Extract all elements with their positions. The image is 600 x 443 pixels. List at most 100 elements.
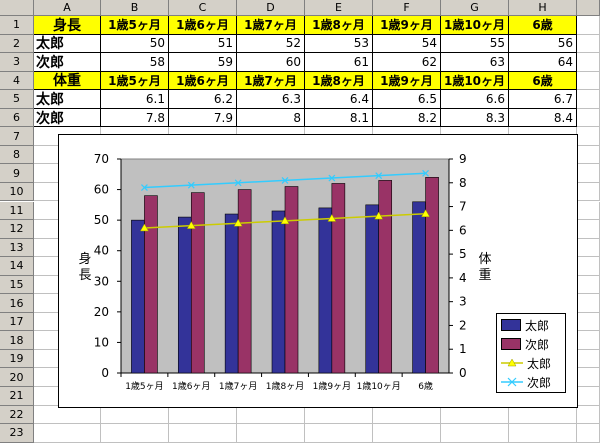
value-cell[interactable]: 53 (305, 34, 373, 54)
row-header-5[interactable]: 5 (0, 90, 34, 109)
value-cell[interactable]: 7.9 (169, 108, 237, 128)
row-header-3[interactable]: 3 (0, 53, 34, 72)
value-cell[interactable]: 59 (169, 53, 237, 72)
empty-cell[interactable] (577, 424, 600, 443)
column-header-a[interactable]: A (34, 0, 101, 16)
column-header-c[interactable]: C (169, 0, 237, 16)
value-cell[interactable]: 6.1 (101, 90, 169, 109)
value-cell[interactable]: 6.4 (305, 90, 373, 109)
empty-cell[interactable] (577, 349, 600, 369)
value-cell[interactable]: 54 (373, 34, 441, 54)
row-header-11[interactable]: 11 (0, 201, 34, 221)
row-header-21[interactable]: 21 (0, 387, 34, 406)
row-label-cell[interactable]: 太郎 (34, 34, 101, 54)
value-cell[interactable]: 8.4 (509, 108, 577, 128)
empty-cell[interactable] (373, 424, 441, 443)
column-header-e[interactable]: E (305, 0, 373, 16)
row-header-8[interactable]: 8 (0, 145, 34, 165)
value-cell[interactable]: 50 (101, 34, 169, 54)
column-header-b[interactable]: B (101, 0, 169, 16)
value-cell[interactable]: 6.7 (509, 90, 577, 109)
empty-cell[interactable] (101, 405, 169, 425)
value-cell[interactable]: 56 (509, 34, 577, 54)
table-header-cell-title[interactable]: 体重 (34, 71, 101, 91)
empty-cell[interactable] (577, 108, 600, 128)
row-header-19[interactable]: 19 (0, 349, 34, 369)
empty-cell[interactable] (169, 424, 237, 443)
value-cell[interactable]: 51 (169, 34, 237, 54)
empty-cell[interactable] (577, 34, 600, 54)
empty-cell[interactable] (577, 53, 600, 72)
empty-cell[interactable] (101, 424, 169, 443)
row-header-23[interactable]: 23 (0, 424, 34, 443)
empty-cell[interactable] (577, 368, 600, 387)
row-header-14[interactable]: 14 (0, 257, 34, 276)
table-header-cell[interactable]: 1歳5ヶ月 (101, 16, 169, 35)
empty-cell[interactable] (577, 312, 600, 332)
table-header-cell[interactable]: 1歳9ヶ月 (373, 16, 441, 35)
row-header-18[interactable]: 18 (0, 331, 34, 350)
row-label-cell[interactable]: 太郎 (34, 90, 101, 109)
empty-cell[interactable] (577, 405, 600, 425)
empty-cell[interactable] (577, 387, 600, 406)
empty-cell[interactable] (305, 424, 373, 443)
empty-cell[interactable] (577, 238, 600, 258)
value-cell[interactable]: 8.2 (373, 108, 441, 128)
empty-cell[interactable] (577, 294, 600, 313)
table-header-cell[interactable]: 1歳10ヶ月 (441, 71, 509, 91)
table-header-cell[interactable]: 1歳8ヶ月 (305, 71, 373, 91)
value-cell[interactable]: 61 (305, 53, 373, 72)
empty-cell[interactable] (577, 127, 600, 146)
table-header-cell[interactable]: 6歳 (509, 16, 577, 35)
empty-cell[interactable] (509, 424, 577, 443)
empty-cell[interactable] (577, 182, 600, 202)
table-header-cell[interactable]: 6歳 (509, 71, 577, 91)
table-header-cell[interactable]: 1歳8ヶ月 (305, 16, 373, 35)
row-header-9[interactable]: 9 (0, 164, 34, 183)
value-cell[interactable]: 62 (373, 53, 441, 72)
empty-cell[interactable] (509, 405, 577, 425)
value-cell[interactable]: 7.8 (101, 108, 169, 128)
empty-cell[interactable] (169, 405, 237, 425)
row-header-6[interactable]: 6 (0, 108, 34, 128)
row-header-20[interactable]: 20 (0, 368, 34, 387)
empty-cell[interactable] (441, 424, 509, 443)
empty-cell[interactable] (577, 90, 600, 109)
row-header-2[interactable]: 2 (0, 34, 34, 54)
empty-cell[interactable] (34, 424, 101, 443)
empty-cell[interactable] (577, 164, 600, 183)
row-header-16[interactable]: 16 (0, 294, 34, 313)
column-header-f[interactable]: F (373, 0, 441, 16)
column-header-h[interactable]: H (509, 0, 577, 16)
empty-cell[interactable] (373, 405, 441, 425)
row-header-4[interactable]: 4 (0, 71, 34, 91)
value-cell[interactable]: 64 (509, 53, 577, 72)
empty-cell[interactable] (577, 201, 600, 221)
empty-cell[interactable] (577, 71, 600, 91)
value-cell[interactable]: 60 (237, 53, 305, 72)
empty-cell[interactable] (577, 220, 600, 239)
row-label-cell[interactable]: 次郎 (34, 53, 101, 72)
empty-cell[interactable] (237, 424, 305, 443)
column-header-g[interactable]: G (441, 0, 509, 16)
table-header-cell[interactable]: 1歳5ヶ月 (101, 71, 169, 91)
value-cell[interactable]: 6.2 (169, 90, 237, 109)
table-header-cell[interactable]: 1歳7ヶ月 (237, 71, 305, 91)
value-cell[interactable]: 8 (237, 108, 305, 128)
row-header-7[interactable]: 7 (0, 127, 34, 146)
embedded-chart[interactable]: 0 10 20 30 40 50 60 70 0 1 2 3 4 5 6 7 8 9 身長 体重 1歳5ヶ月 1歳6ヶ月 1… (58, 134, 578, 408)
value-cell[interactable]: 8.1 (305, 108, 373, 128)
value-cell[interactable]: 52 (237, 34, 305, 54)
row-header-13[interactable]: 13 (0, 238, 34, 258)
empty-cell[interactable] (577, 331, 600, 350)
empty-cell[interactable] (577, 16, 600, 35)
table-header-cell-title[interactable]: 身長 (34, 16, 101, 35)
table-header-cell[interactable]: 1歳10ヶ月 (441, 16, 509, 35)
value-cell[interactable]: 6.5 (373, 90, 441, 109)
empty-cell[interactable] (577, 145, 600, 165)
row-label-cell[interactable]: 次郎 (34, 108, 101, 128)
row-header-12[interactable]: 12 (0, 220, 34, 239)
column-header-d[interactable]: D (237, 0, 305, 16)
empty-cell[interactable] (34, 405, 101, 425)
row-header-10[interactable]: 10 (0, 182, 34, 202)
